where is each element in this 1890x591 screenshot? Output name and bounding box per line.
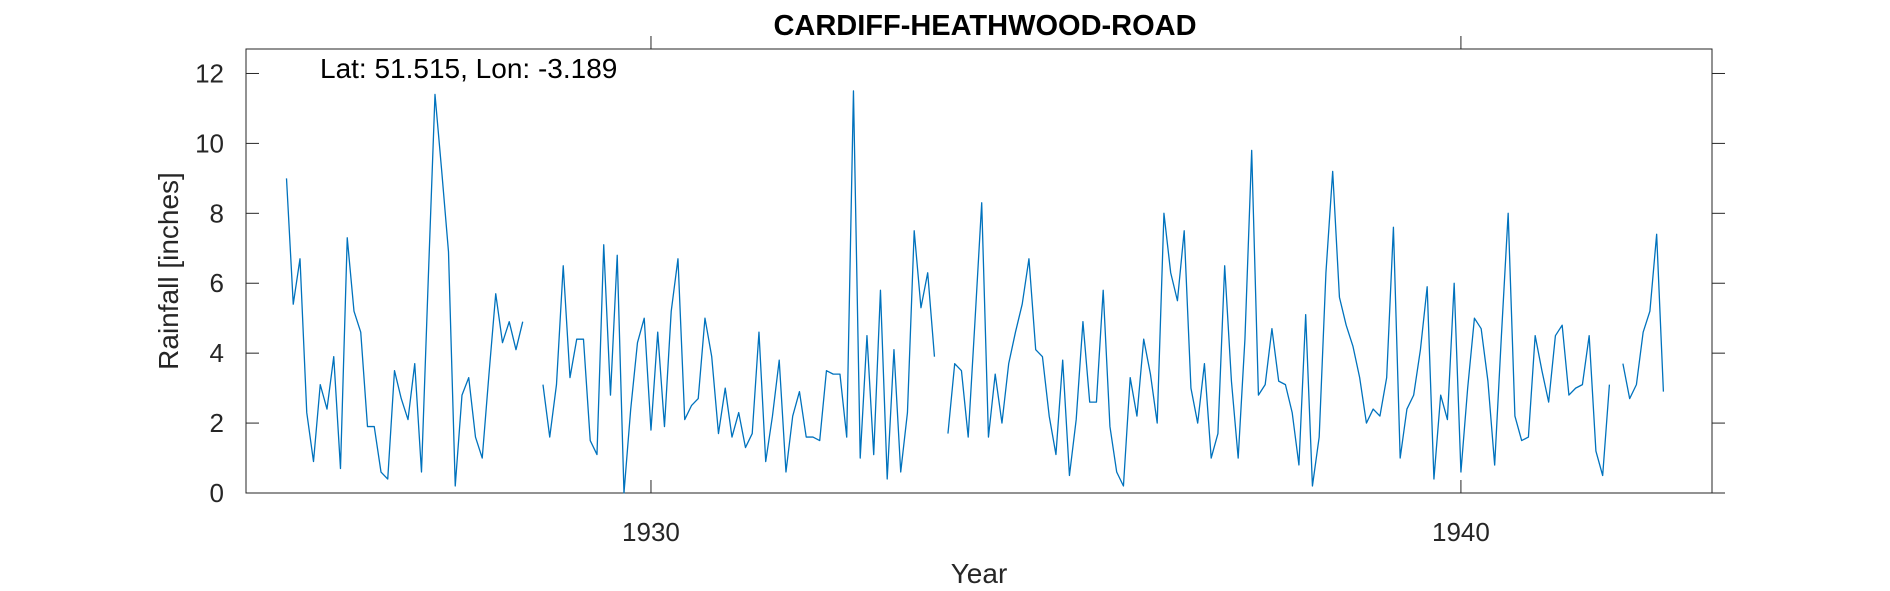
location-annotation: Lat: 51.515, Lon: -3.189 [320,53,617,84]
y-tick-label: 2 [210,408,224,438]
x-axis-label: Year [951,558,1008,589]
chart-title: CARDIFF-HEATHWOOD-ROAD [773,10,1196,42]
x-tick-label: 1940 [1432,517,1490,547]
plot-area [245,48,1713,494]
series-line [285,90,1665,494]
y-tick-label: 10 [195,128,224,158]
y-tick-label: 4 [210,338,224,368]
y-tick-label: 6 [210,268,224,298]
y-tick-label: 8 [210,198,224,228]
y-axis-label: Rainfall [inches] [153,172,184,370]
y-tick-label: 0 [210,478,224,508]
x-axis: 1930 1940 [622,36,1490,547]
y-axis: 0 2 4 6 8 10 12 [195,58,1725,508]
x-tick-label: 1930 [622,517,680,547]
y-tick-label: 12 [195,58,224,88]
